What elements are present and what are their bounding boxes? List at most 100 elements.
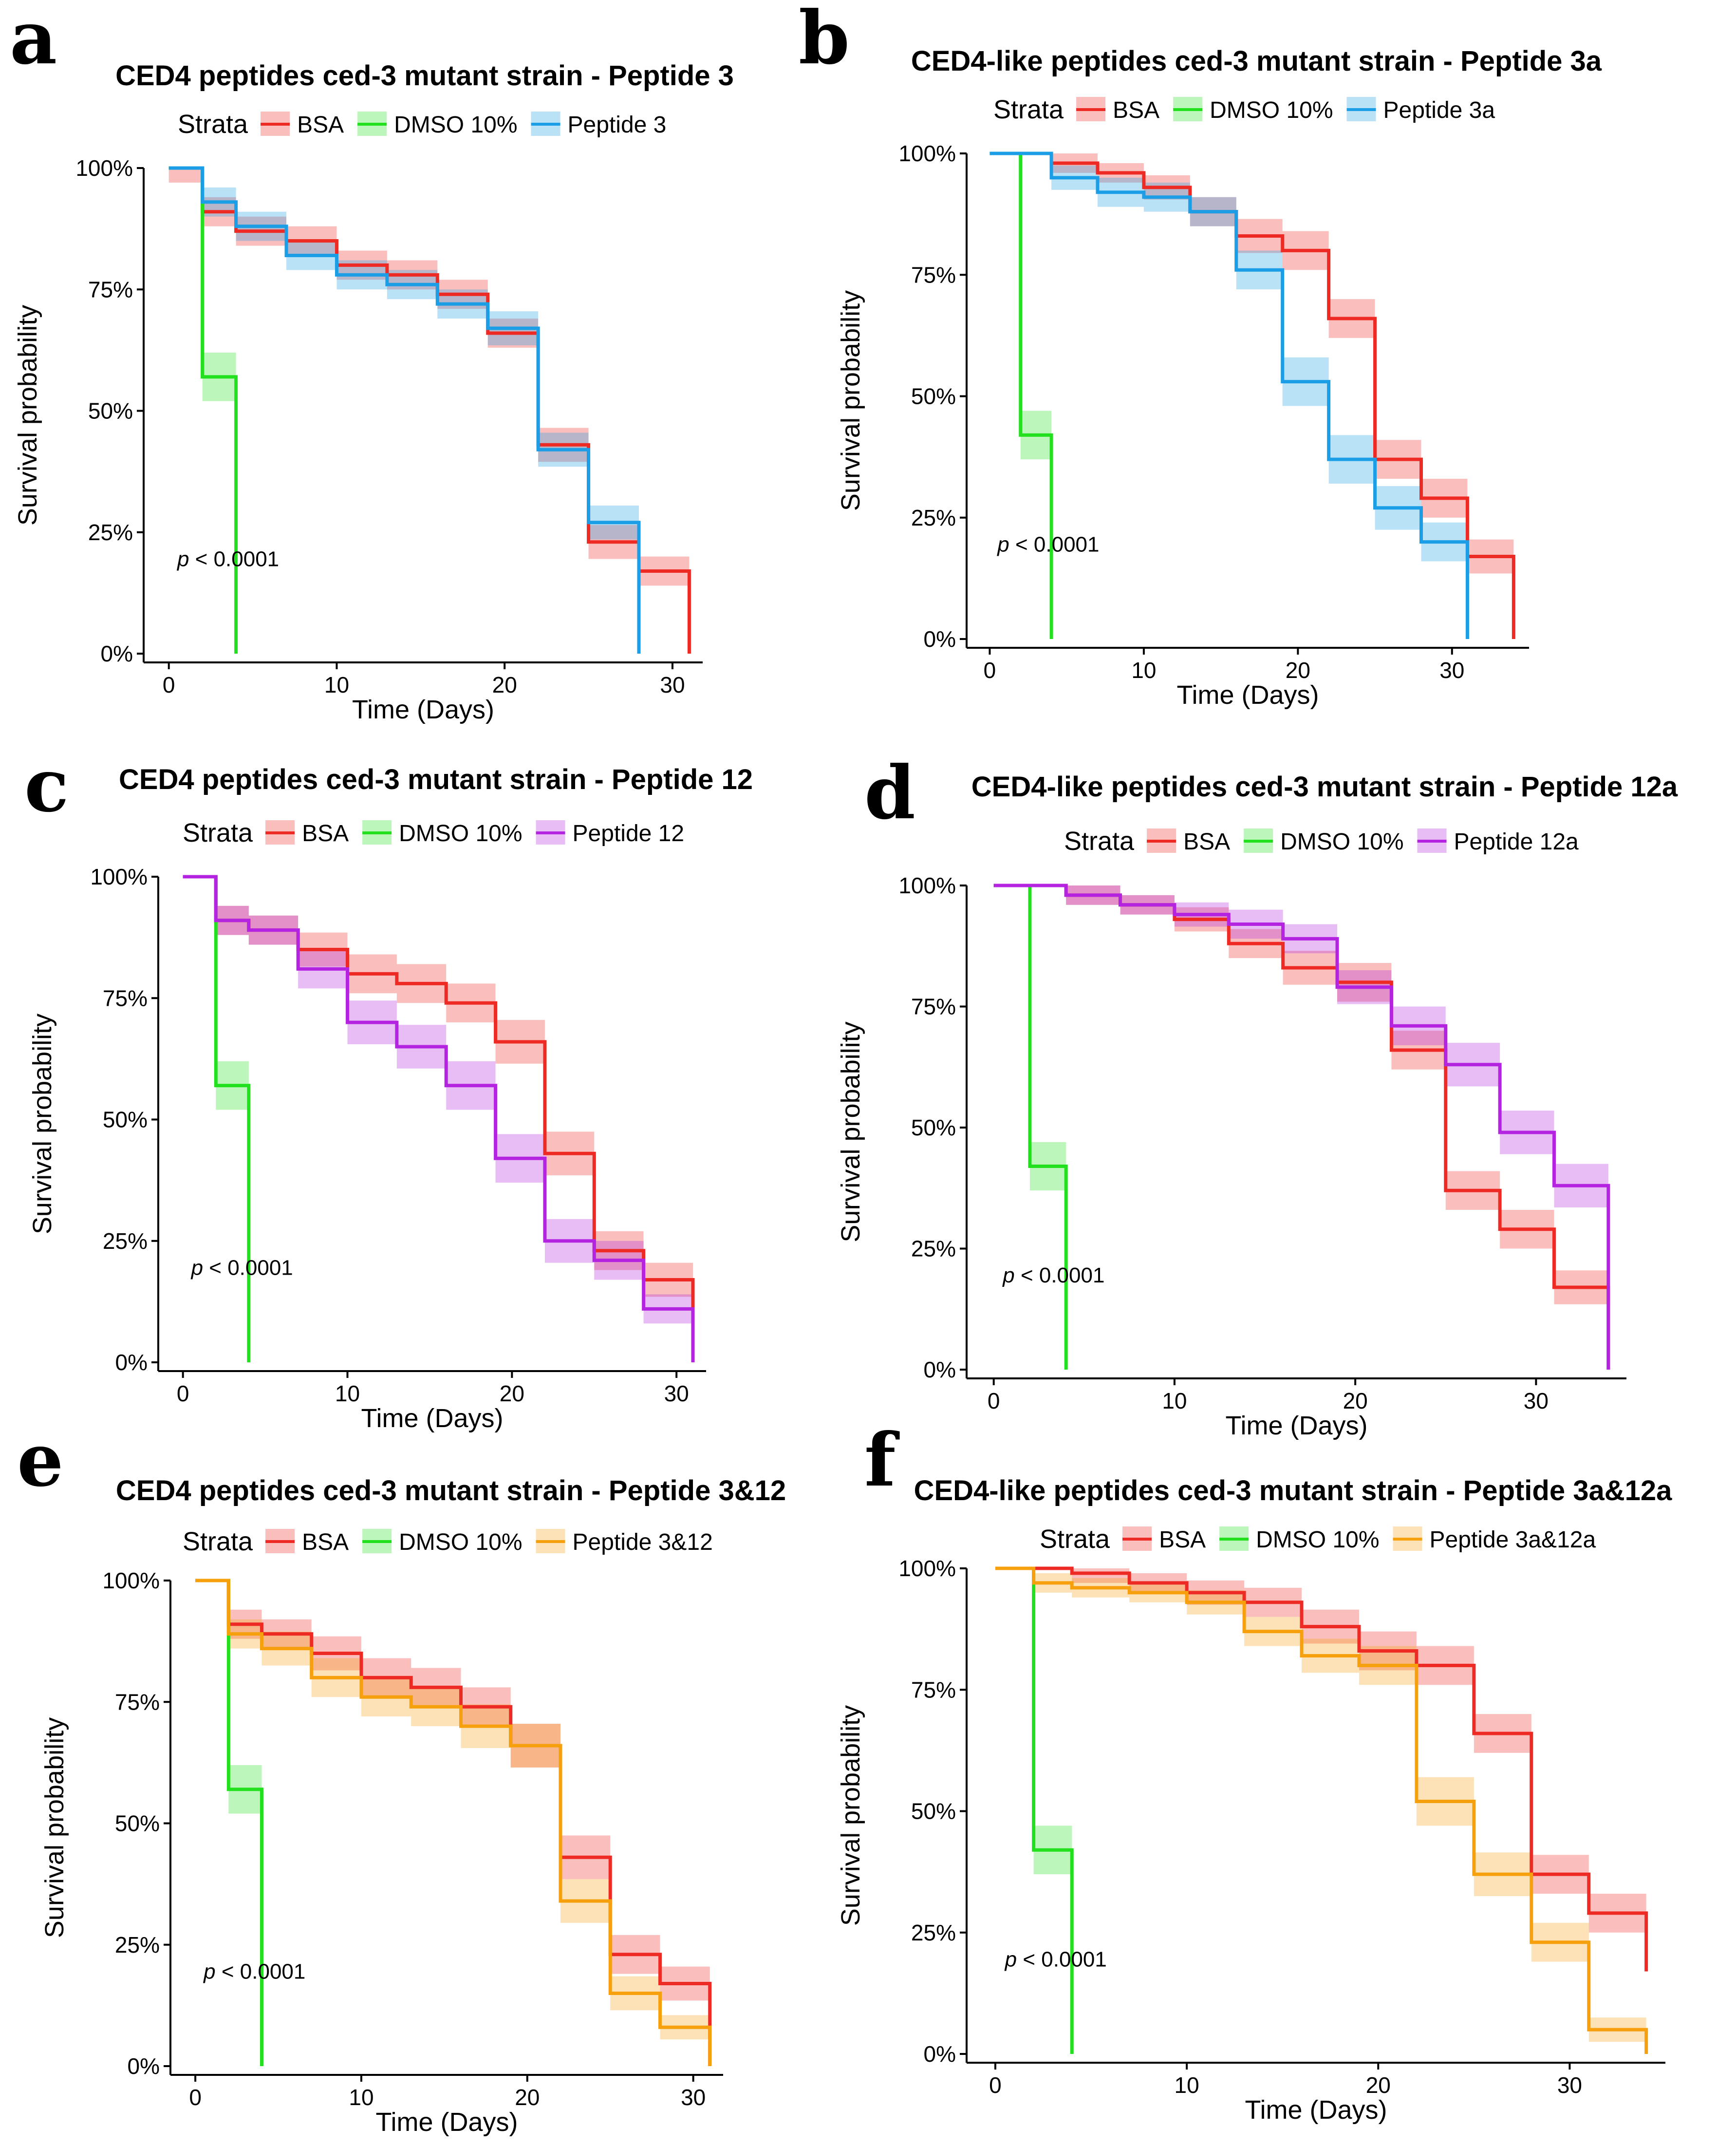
y-tick-label: 100% (898, 873, 956, 898)
panel-letter: b (799, 0, 850, 81)
x-tick-label: 30 (1524, 1388, 1549, 1413)
legend-title: Strata (183, 818, 253, 847)
legend-title: Strata (1040, 1525, 1110, 1554)
x-axis-label: Time (Days) (361, 1404, 504, 1433)
y-tick-label: 100% (898, 1556, 956, 1581)
p-value-annotation: p < 0.0001 (996, 533, 1099, 557)
p-value-annotation: p < 0.0001 (203, 1960, 305, 1984)
x-tick-label: 20 (500, 1381, 524, 1406)
legend-entry: DMSO 10% (394, 112, 517, 138)
legend: Strata BSA DMSO 10% Peptide 12 (183, 818, 684, 847)
y-tick-label: 25% (103, 1228, 148, 1254)
survival-curve-dmso-10- (195, 1579, 263, 2066)
panel-title: CED4 peptides ced-3 mutant strain - Pept… (119, 764, 753, 795)
survival-curve-bsa (995, 1566, 1648, 1972)
survival-curve-peptide-12 (183, 875, 695, 1362)
survival-curve-dmso-10- (993, 884, 1068, 1370)
y-tick-label: 0% (924, 626, 956, 652)
y-axis-label: Survival probability (836, 1705, 865, 1926)
x-tick-label: 30 (660, 672, 685, 697)
legend: Strata BSA DMSO 10% Peptide 3a&12a (1040, 1525, 1596, 1554)
y-tick-label: 50% (911, 1799, 956, 1824)
survival-curve-peptide-3 (168, 166, 641, 654)
panel-letter: e (17, 1417, 63, 1503)
legend-entry: DMSO 10% (1280, 829, 1403, 855)
y-tick-label: 25% (88, 520, 133, 545)
legend: Strata BSA DMSO 10% Peptide 12a (1064, 827, 1579, 856)
y-tick-label: 100% (90, 864, 148, 889)
panel-title: CED4-like peptides ced-3 mutant strain -… (911, 45, 1602, 77)
x-tick-label: 30 (664, 1381, 689, 1406)
panel-letter: c (24, 743, 69, 828)
panel-d: d CED4-like peptides ced-3 mutant strain … (836, 750, 1678, 1440)
y-tick-label: 50% (88, 398, 133, 424)
x-tick-label: 30 (1557, 2072, 1582, 2098)
y-axis-label: Survival probability (13, 305, 42, 526)
p-value-annotation: p < 0.0001 (176, 547, 279, 571)
legend-entry: BSA (297, 112, 344, 138)
y-tick-label: 75% (103, 985, 148, 1011)
y-tick-label: 50% (103, 1107, 148, 1132)
panel-title: CED4-like peptides ced-3 mutant strain -… (914, 1475, 1673, 1506)
panel-title: CED4-like peptides ced-3 mutant strain -… (971, 771, 1678, 803)
survival-curve-dmso-10- (168, 166, 238, 654)
legend-entry: Peptide 3a (1383, 97, 1495, 123)
p-value-annotation: p < 0.0001 (1002, 1263, 1104, 1287)
y-tick-label: 75% (88, 277, 133, 302)
legend-entry: DMSO 10% (399, 821, 522, 847)
legend-title: Strata (993, 95, 1064, 124)
x-tick-label: 10 (1162, 1388, 1187, 1413)
legend-entry: BSA (1183, 829, 1230, 855)
y-tick-label: 100% (898, 141, 956, 166)
x-tick-label: 30 (1439, 658, 1464, 683)
x-axis-label: Time (Days) (352, 695, 494, 724)
survival-curve-bsa (195, 1579, 712, 2066)
legend: Strata BSA DMSO 10% Peptide 3a (993, 95, 1495, 124)
x-axis-label: Time (Days) (1245, 2095, 1387, 2125)
y-tick-label: 0% (101, 641, 133, 666)
survival-curve-peptide-3-12 (195, 1579, 712, 2066)
legend: Strata BSA DMSO 10% Peptide 3 (178, 110, 666, 139)
legend-entry: Peptide 3a&12a (1430, 1527, 1596, 1553)
y-tick-label: 25% (911, 1920, 956, 1945)
y-tick-label: 100% (75, 155, 133, 181)
legend-entry: BSA (1113, 97, 1159, 123)
panel-b: b CED4-like peptides ced-3 mutant strain … (799, 0, 1602, 710)
survival-curve-peptide-12a (993, 884, 1610, 1370)
legend-entry: DMSO 10% (1256, 1527, 1379, 1553)
confidence-band (1072, 1568, 1130, 1583)
y-tick-label: 25% (911, 505, 956, 530)
x-axis-label: Time (Days) (376, 2108, 518, 2137)
survival-curve-bsa (183, 875, 695, 1362)
y-axis-label: Survival probability (40, 1717, 69, 1938)
panel-letter: d (864, 750, 915, 836)
legend-entry: Peptide 12 (573, 821, 685, 847)
x-tick-label: 20 (1366, 2072, 1391, 2098)
confidence-band (168, 168, 203, 183)
panel-e: e CED4 peptides ced-3 mutant strain - Pep… (17, 1417, 786, 2137)
x-tick-label: 10 (335, 1381, 360, 1406)
legend-title: Strata (1064, 827, 1135, 856)
legend-entry: BSA (302, 1529, 349, 1555)
x-tick-label: 20 (1286, 658, 1310, 683)
x-tick-label: 10 (349, 2085, 373, 2110)
y-tick-label: 25% (911, 1236, 956, 1261)
x-tick-label: 10 (1131, 658, 1156, 683)
legend: Strata BSA DMSO 10% Peptide 3&12 (183, 1527, 713, 1556)
x-axis-label: Time (Days) (1226, 1411, 1368, 1440)
panel-letter: f (864, 1417, 900, 1503)
legend-entry: BSA (1159, 1527, 1206, 1553)
p-value-annotation: p < 0.0001 (1004, 1948, 1107, 1972)
x-tick-label: 10 (324, 672, 349, 697)
y-tick-label: 25% (115, 1932, 160, 1958)
y-tick-label: 75% (115, 1689, 160, 1714)
panel-c: c CED4 peptides ced-3 mutant strain - Pep… (24, 743, 753, 1433)
y-tick-label: 0% (115, 1350, 148, 1375)
x-tick-label: 20 (1343, 1388, 1368, 1413)
p-value-annotation: p < 0.0001 (190, 1256, 293, 1280)
x-tick-label: 10 (1175, 2072, 1199, 2098)
y-tick-label: 50% (911, 384, 956, 409)
legend-entry: Peptide 3&12 (573, 1529, 713, 1555)
y-tick-label: 75% (911, 994, 956, 1019)
